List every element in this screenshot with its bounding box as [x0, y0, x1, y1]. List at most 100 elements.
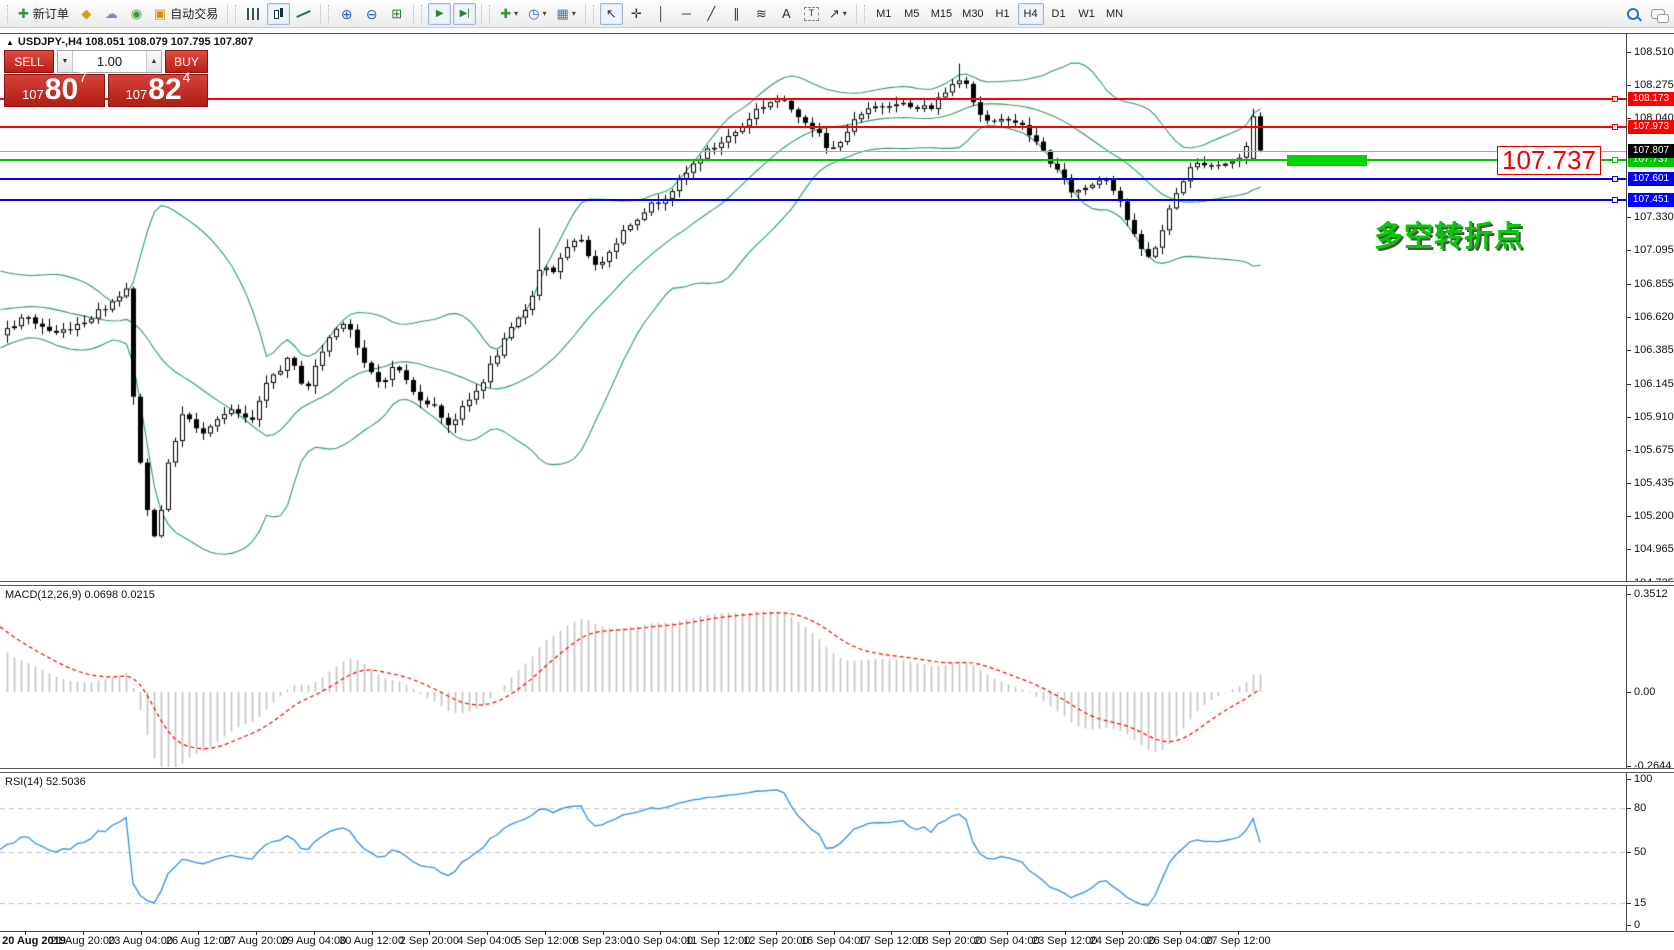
- time-tick-label: 27 Aug 20:00: [223, 935, 289, 947]
- cursor-button[interactable]: ↖: [599, 2, 623, 25]
- toolbar-drag-handle[interactable]: [489, 4, 492, 23]
- arrows-icon: ↗: [828, 6, 840, 21]
- tile-windows-button[interactable]: ⊞: [385, 3, 408, 25]
- rsi-panel-separator[interactable]: [0, 768, 1674, 773]
- chart-title: USDJPY-,H4 108.051 108.079 107.795 107.8…: [17, 36, 254, 48]
- volume-decrease-button[interactable]: ▼: [58, 51, 73, 72]
- rsi-tick-mark: [1627, 924, 1631, 926]
- toolbar-drag-handle[interactable]: [328, 4, 331, 23]
- horizontal-line-button[interactable]: ─: [675, 3, 698, 25]
- line-anchor-marker[interactable]: [1612, 96, 1618, 103]
- time-tick-mark: [1006, 931, 1008, 935]
- vertical-line-button[interactable]: │: [650, 3, 673, 25]
- volume-input[interactable]: [73, 51, 146, 72]
- toolbar-drag-handle[interactable]: [421, 4, 424, 23]
- navigator-button[interactable]: ◉: [125, 3, 148, 25]
- macd-tick-label: 0.00: [1634, 686, 1656, 698]
- time-tick-mark: [256, 931, 258, 935]
- toolbar-drag-handle[interactable]: [592, 4, 596, 23]
- time-tick-mark: [718, 931, 720, 935]
- price-callout-label[interactable]: 107.737: [1497, 146, 1601, 175]
- chart-title-row: ▲ USDJPY-,H4 108.051 108.079 107.795 107.…: [6, 36, 253, 48]
- bar-chart-button[interactable]: [242, 3, 265, 25]
- price-tick-label: 107.330: [1634, 211, 1674, 224]
- time-tick-label: 16 Sep 04:00: [800, 935, 867, 947]
- price-tick-label: 107.095: [1634, 244, 1674, 257]
- tf-h4-button[interactable]: H4: [1017, 2, 1044, 25]
- toolbar-drag-handle[interactable]: [7, 4, 10, 23]
- tf-w1-button[interactable]: W1: [1078, 7, 1095, 20]
- auto-trading-button[interactable]: ▣ 自动交易: [150, 3, 222, 25]
- signal-icon: ◉: [130, 6, 143, 21]
- time-tick-mark: [371, 931, 373, 935]
- horizontal-line-107.737[interactable]: [0, 159, 1626, 162]
- time-tick-label: 18 Sep 20:00: [916, 935, 982, 947]
- line-anchor-marker[interactable]: [1612, 124, 1618, 131]
- data-window-button[interactable]: ☁: [100, 3, 123, 25]
- new-chart-button[interactable]: ✚ ▾: [496, 3, 522, 25]
- line-chart-button[interactable]: [292, 3, 315, 25]
- templates-button[interactable]: ▦ ▾: [553, 3, 580, 25]
- time-tick-mark: [1064, 931, 1066, 935]
- line-anchor-marker[interactable]: [1612, 157, 1618, 164]
- buy-price-display[interactable]: 107 82 4: [108, 69, 208, 107]
- zoom-out-button[interactable]: ⊖: [360, 3, 383, 25]
- tf-m1-button[interactable]: M1: [876, 7, 892, 20]
- buy-button[interactable]: BUY: [165, 50, 208, 73]
- line-anchor-marker[interactable]: [1612, 197, 1618, 204]
- tf-h1-button[interactable]: H1: [995, 7, 1010, 20]
- arrows-button[interactable]: ↗ ▾: [825, 3, 851, 25]
- sell-price-display[interactable]: 107 80 7: [4, 69, 105, 107]
- line-anchor-marker[interactable]: [1612, 176, 1618, 183]
- new-order-button[interactable]: ✚ 新订单: [14, 3, 73, 25]
- crosshair-icon: ✛: [630, 6, 642, 21]
- horizontal-line-107.451[interactable]: [0, 199, 1626, 202]
- chat-button[interactable]: [1646, 3, 1669, 25]
- search-button[interactable]: [1621, 3, 1644, 25]
- text-label-button[interactable]: [800, 3, 823, 25]
- rsi-tick-label: 15: [1634, 897, 1647, 910]
- panel-collapse-toggle[interactable]: ▲: [6, 38, 14, 47]
- tf-d1-button[interactable]: D1: [1051, 7, 1066, 20]
- price-tick-label: 105.675: [1634, 443, 1674, 456]
- macd-tick-mark: [1627, 765, 1631, 767]
- fibonacci-icon: ≋: [755, 6, 767, 21]
- text-button[interactable]: A: [775, 3, 798, 25]
- highlight-rectangle[interactable]: [1287, 155, 1367, 166]
- market-watch-button[interactable]: ◆: [75, 3, 98, 25]
- horizontal-line-108.173[interactable]: [0, 98, 1626, 101]
- price-tick-label: 108.510: [1634, 45, 1674, 58]
- fibonacci-button[interactable]: ≋: [750, 3, 773, 25]
- crosshair-button[interactable]: ✛: [625, 3, 648, 25]
- trendline-button[interactable]: ╱: [700, 3, 723, 25]
- zoom-in-button[interactable]: ⊕: [335, 3, 358, 25]
- tf-m30-button[interactable]: M30: [962, 7, 984, 20]
- toolbar-drag-handle[interactable]: [863, 4, 867, 23]
- auto-scroll-button[interactable]: ▶: [428, 2, 452, 25]
- price-tick-label: 105.910: [1634, 410, 1674, 423]
- macd-panel-separator[interactable]: [0, 581, 1674, 586]
- horizontal-line-107.973[interactable]: [0, 126, 1626, 129]
- periods-button[interactable]: ◷ ▾: [524, 3, 550, 25]
- rsi-tick-label: 0: [1634, 918, 1641, 931]
- price-tick-mark: [1627, 217, 1631, 219]
- chat-icon: [1650, 8, 1669, 23]
- horizontal-line-107.601[interactable]: [0, 178, 1626, 181]
- price-tick-mark: [1627, 483, 1631, 485]
- tf-m15-button[interactable]: M15: [930, 7, 953, 20]
- price-tick-mark: [1627, 250, 1631, 252]
- chart-shift-button[interactable]: ▶|: [453, 2, 477, 25]
- volume-increase-button[interactable]: ▲: [146, 51, 161, 72]
- toolbar-separator: [413, 3, 415, 24]
- toolbar-drag-handle[interactable]: [235, 4, 238, 23]
- time-tick-mark: [1180, 931, 1182, 935]
- candlestick-button[interactable]: [267, 2, 291, 25]
- tf-m5-button[interactable]: M5: [904, 7, 920, 20]
- chart-annotation-text[interactable]: 多空转折点: [1374, 221, 1525, 253]
- cloud-icon: ☁: [104, 6, 118, 21]
- sell-button[interactable]: SELL: [4, 50, 54, 73]
- price-tick-mark: [1627, 416, 1631, 418]
- channel-button[interactable]: ∥: [725, 3, 748, 25]
- tf-mn-button[interactable]: MN: [1106, 7, 1124, 20]
